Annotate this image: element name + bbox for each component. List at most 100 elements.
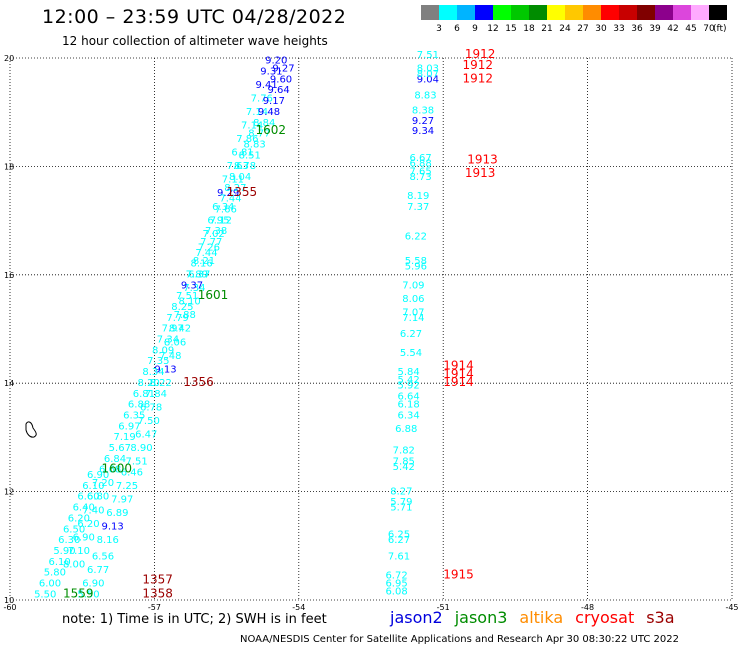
wave-height-point: 9.20 [265,55,287,66]
time-label: 1357 [142,573,173,587]
island-outline [25,421,37,438]
wave-height-point: 6.88 [410,158,432,169]
wave-height-point: 7.19 [113,432,135,443]
wave-height-point: 8.16 [191,259,213,270]
wave-height-point: 6.30 [58,535,80,546]
wave-height-point: 5.42 [397,375,419,386]
wave-height-point: 7.51 [126,457,148,468]
wave-height-point: 7.25 [116,481,138,492]
footer-note: note: 1) Time is in UTC; 2) SWH is in fe… [62,612,327,627]
wave-height-point: 5.84 [397,367,419,378]
wave-height-point: 9.27 [412,116,434,127]
wave-height-point: 7.77 [200,237,222,248]
wave-height-point: 9.34 [412,126,434,137]
scale-swatch [601,5,619,20]
scale-label: 30 [595,24,607,34]
wave-height-point: 5.50 [77,589,99,600]
wave-height-point: 7.14 [246,107,268,118]
wave-height-point: 6.90 [87,470,109,481]
time-label: 1913 [465,166,496,180]
scale-label: 18 [523,24,535,34]
time-label: 1914 [443,367,474,381]
wave-height-point: 6.90 [73,532,95,543]
scale-label: 33 [613,24,625,34]
time-label: 1355 [227,185,258,199]
wave-height-point: 7.34 [157,335,179,346]
wave-height-point: 6.97 [118,421,140,432]
wave-height-point: 6.89 [106,508,128,519]
wave-height-point: 7.65 [410,167,432,178]
wave-height-point: 6.50 [63,524,85,535]
wave-height-point: 7.09 [402,280,424,291]
wave-height-point: 6.80 [87,492,109,503]
wave-height-point: 8.09 [152,345,174,356]
legend-s3a: s3a [646,608,675,627]
time-label: 1912 [462,71,493,85]
scale-swatch [529,5,547,20]
wave-height-point: 7.44 [219,194,241,205]
scale-swatch [565,5,583,20]
wave-height-point: 8.03 [417,64,439,75]
wave-height-point: 6.08 [385,587,407,598]
wave-height-point: 8.06 [402,294,424,305]
wave-height-point: 9.60 [270,74,292,85]
wave-height-point: 7.88 [174,310,196,321]
wave-height-point: 8.20 [138,378,160,389]
wave-height-point: 7.76 [251,93,273,104]
wave-height-point: 5.71 [390,503,412,514]
wave-height-point: 8.16 [97,535,119,546]
wave-height-point: 7.63 [227,161,249,172]
wave-height-point: 6.00 [39,578,61,589]
wave-height-point: 6.20 [77,519,99,530]
wave-height-point: 8.21 [193,256,215,267]
wave-height-point: 7.66 [215,204,237,215]
wave-height-point: 5.50 [34,589,56,600]
wave-height-point: 7.12 [210,215,232,226]
wave-height-point: 6.95 [385,578,407,589]
page-subtitle: 12 hour collection of altimeter wave hei… [62,34,328,48]
scale-label: 21 [541,24,553,34]
wave-height-point: 6.37 [188,270,210,281]
scale-swatch [493,5,511,20]
plot-grid [9,57,733,601]
wave-height-point: 7.51 [417,50,439,61]
time-label: 1914 [443,375,474,389]
wave-height-point: 5.92 [397,381,419,392]
wave-height-point: 6.81 [133,389,155,400]
wave-height-point: 8.78 [234,161,256,172]
wave-height-point: 6.67 [410,153,432,164]
wave-height-point: 7.02 [203,229,225,240]
time-label: 1559 [63,586,94,600]
wave-height-point: 5.79 [390,497,412,508]
wave-height-point: 8.06 [164,337,186,348]
scale-swatch [439,5,457,20]
time-label: 1601 [198,288,229,302]
wave-height-point: 8.84 [253,118,275,129]
y-tick-label: 18 [4,162,14,171]
wave-height-point: 6.88 [395,424,417,435]
wave-height-point: 7.07 [402,307,424,318]
scale-swatch [691,5,709,20]
wave-height-point: 8.73 [410,172,432,183]
scale-swatch [547,5,565,20]
wave-height-point: 5.80 [44,568,66,579]
wave-height-point: 7.40 [82,505,104,516]
wave-height-point: 6.34 [397,410,419,421]
wave-height-point: 6.68 [99,465,121,476]
scale-label: 9 [472,24,478,34]
legend-altika: altika [519,608,564,627]
wave-height-point: 8.34 [142,367,164,378]
time-label: 1356 [183,375,214,389]
wave-height-point: 6.34 [212,202,234,213]
wave-height-point: 6.47 [135,429,157,440]
wave-height-point: 7.11 [222,175,244,186]
wave-height-point: 6.10 [49,557,71,568]
wave-height-point: 9.64 [268,85,290,96]
wave-height-point: 7.14 [241,120,263,131]
wave-height-point: 6.40 [73,503,95,514]
x-tick-label: -60 [3,603,16,612]
y-tick-label: 16 [4,271,14,280]
legend-jason2: jason2 [390,608,443,627]
wave-height-point: 8.22 [150,378,172,389]
